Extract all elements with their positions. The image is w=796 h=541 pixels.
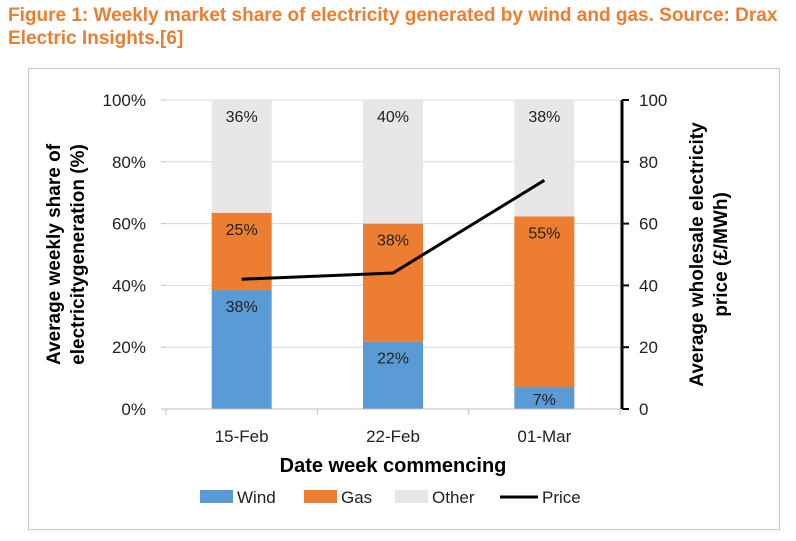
data-label-other: 36% bbox=[226, 109, 258, 126]
y2-axis-title-line: price (£/MWh) bbox=[711, 192, 732, 317]
x-tick-label: 01-Mar bbox=[517, 427, 571, 446]
legend-swatch-wind bbox=[200, 490, 233, 503]
data-label-other: 40% bbox=[377, 109, 409, 126]
y-axis-title: Average weekly share of electricitygenera… bbox=[44, 143, 89, 365]
legend-label-gas: Gas bbox=[341, 488, 372, 507]
y-tick-label: 0% bbox=[121, 400, 146, 419]
bar-gas bbox=[514, 216, 575, 388]
y-tick-label: 40% bbox=[112, 276, 146, 295]
y-axis-title-line: Average weekly share of bbox=[44, 143, 65, 365]
y2-tick-label: 20 bbox=[639, 338, 658, 357]
data-label-wind: 7% bbox=[533, 392, 556, 409]
bar-other bbox=[363, 100, 423, 224]
bars bbox=[211, 100, 575, 409]
data-label-other: 38% bbox=[528, 109, 560, 126]
x-tick-label: 15-Feb bbox=[215, 427, 269, 446]
legend-label-wind: Wind bbox=[237, 488, 276, 507]
axes: 15-Feb 22-Feb 01-Mar Date week commencing 0%… bbox=[44, 91, 732, 477]
y-tick-label: 20% bbox=[112, 338, 146, 357]
y2-tick-label: 0 bbox=[639, 400, 648, 419]
bar-wind bbox=[211, 290, 272, 409]
x-axis-title: Date week commencing bbox=[280, 455, 507, 477]
y2-axis-title: Average wholesale electricity price (£/MW… bbox=[687, 122, 732, 387]
data-label-wind: 22% bbox=[377, 351, 409, 368]
bar-wind bbox=[514, 387, 575, 409]
data-label-gas: 25% bbox=[226, 222, 258, 239]
price-line bbox=[241, 179, 546, 281]
y2-tick-label: 80 bbox=[639, 153, 658, 172]
y-tick-label: 60% bbox=[112, 215, 146, 234]
legend-swatch-other bbox=[395, 490, 428, 503]
legend: Wind Gas Other Price bbox=[200, 488, 581, 507]
legend-swatch-gas bbox=[304, 490, 337, 503]
data-label-gas: 55% bbox=[528, 225, 560, 242]
y2-tick-label: 100 bbox=[639, 91, 667, 110]
bar-wind bbox=[363, 341, 423, 409]
figure-title: Figure 1: Weekly market share of electri… bbox=[8, 5, 778, 49]
data-label-gas: 38% bbox=[377, 233, 409, 250]
legend-label-price: Price bbox=[542, 488, 581, 507]
y-axis-title-line: electricitygeneration (%) bbox=[68, 144, 89, 365]
y2-axis-title-line: Average wholesale electricity bbox=[687, 122, 708, 387]
y-tick-label: 80% bbox=[112, 153, 146, 172]
data-labels: 38% 25% 36% 22% 38% 40% 7% 55% 38% bbox=[226, 109, 561, 409]
price-line-layer bbox=[241, 179, 546, 281]
legend-label-other: Other bbox=[432, 488, 475, 507]
bar-other bbox=[514, 100, 575, 217]
bar-other bbox=[211, 100, 272, 213]
y2-tick-label: 60 bbox=[639, 215, 658, 234]
x-tick-label: 22-Feb bbox=[366, 427, 420, 446]
y-tick-label: 100% bbox=[103, 91, 146, 110]
y2-tick-label: 40 bbox=[639, 276, 658, 295]
data-label-wind: 38% bbox=[226, 299, 258, 316]
bar-gas bbox=[363, 223, 423, 342]
